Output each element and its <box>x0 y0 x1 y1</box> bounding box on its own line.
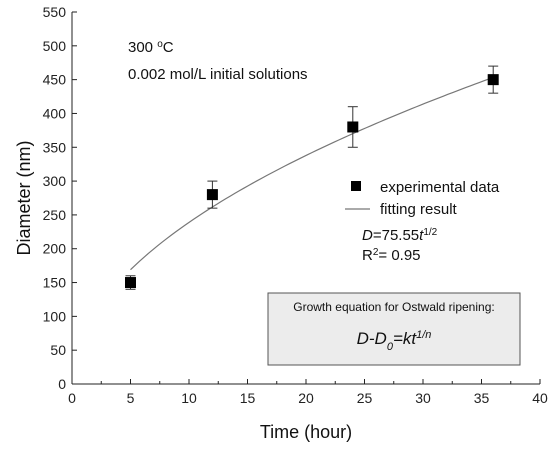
y-tick-label: 0 <box>58 376 66 392</box>
x-tick-label: 10 <box>181 390 197 406</box>
y-tick-label: 150 <box>43 275 67 291</box>
y-axis-label: Diameter (nm) <box>14 140 34 255</box>
y-tick-label: 200 <box>43 241 67 257</box>
x-tick-label: 5 <box>127 390 135 406</box>
fit-equation: D=75.55t1/2 <box>362 227 438 245</box>
r-squared: R2= 0.95 <box>362 247 421 265</box>
fitting-result-line <box>130 76 494 271</box>
legend: experimental data fitting result <box>345 179 500 218</box>
y-tick-label: 300 <box>43 173 67 189</box>
y-tick-label: 400 <box>43 105 67 121</box>
x-tick-label: 25 <box>357 390 373 406</box>
data-point <box>347 121 359 133</box>
y-tick-label: 250 <box>43 207 67 223</box>
x-axis-ticks: 0 5 10 15 20 25 30 35 40 <box>68 379 548 406</box>
x-tick-label: 40 <box>532 390 548 406</box>
legend-marker-experimental-data <box>351 181 361 191</box>
legend-label-experimental-data: experimental data <box>380 179 500 196</box>
y-tick-label: 50 <box>50 342 66 358</box>
x-tick-label: 30 <box>415 390 431 406</box>
legend-label-fitting-result: fitting result <box>380 201 458 218</box>
experimental-data-series <box>125 65 499 290</box>
y-tick-label: 350 <box>43 139 67 155</box>
x-tick-label: 15 <box>240 390 256 406</box>
y-axis-ticks: 0 50 100 150 200 250 300 350 400 450 500 550 <box>43 4 77 392</box>
growth-equation: D-D0=kt1/n <box>357 329 432 353</box>
y-tick-label: 450 <box>43 72 67 88</box>
growth-equation-box: Growth equation for Ostwald ripening: D-… <box>267 292 521 366</box>
data-point <box>206 189 218 201</box>
y-tick-label: 500 <box>43 38 67 54</box>
data-point <box>487 74 499 86</box>
temperature-annotation: 300 oC <box>128 39 174 57</box>
y-tick-label: 100 <box>43 308 67 324</box>
x-tick-label: 0 <box>68 390 76 406</box>
data-point <box>125 277 136 289</box>
y-tick-label: 550 <box>43 4 67 20</box>
x-tick-label: 20 <box>298 390 314 406</box>
growth-equation-box-frame <box>267 292 521 366</box>
x-axis-label: Time (hour) <box>260 422 352 442</box>
x-tick-label: 35 <box>474 390 490 406</box>
solution-annotation: 0.002 mol/L initial solutions <box>128 66 308 83</box>
growth-equation-title: Growth equation for Ostwald ripening: <box>293 300 494 314</box>
